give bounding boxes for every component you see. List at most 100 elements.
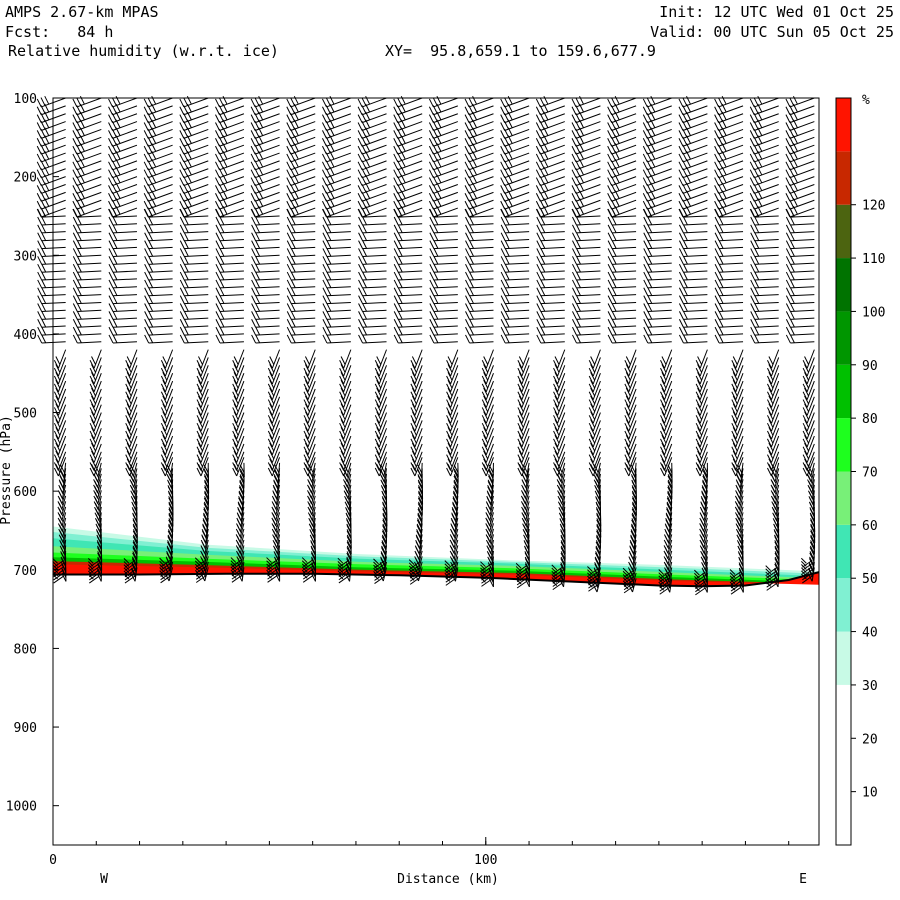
- wind-barb: [731, 388, 744, 408]
- wind-barb: [72, 303, 102, 313]
- wind-barb: [179, 271, 209, 281]
- wind-barb: [802, 357, 815, 377]
- wind-barb: [714, 216, 744, 226]
- wind-barb: [607, 318, 637, 328]
- wind-barb: [802, 443, 815, 463]
- wind-barb: [339, 435, 352, 455]
- wind-barb: [551, 567, 564, 578]
- wind-barb: [624, 420, 637, 440]
- wind-barb: [358, 255, 387, 265]
- colorbar-swatch: [836, 204, 851, 259]
- wind-barb: [714, 287, 744, 297]
- wind-barb: [410, 365, 423, 385]
- wind-barb: [731, 357, 744, 377]
- wind-barb: [123, 561, 136, 571]
- wind-barb: [125, 435, 138, 455]
- wind-barb: [750, 310, 779, 320]
- wind-barb: [266, 560, 278, 571]
- wind-barb: [500, 334, 530, 344]
- wind-barb: [215, 287, 244, 297]
- wind-barb: [144, 326, 173, 336]
- wind-barb: [393, 198, 423, 210]
- wind-barb: [322, 255, 351, 265]
- init-label: Init: 12 UTC Wed 01 Oct 25: [659, 3, 894, 21]
- wind-barb: [196, 451, 209, 471]
- wind-barb: [731, 412, 744, 432]
- wind-barb: [660, 457, 673, 477]
- wind-barb: [251, 287, 280, 297]
- x-tick-label: 100: [474, 853, 497, 868]
- wind-barb: [237, 495, 245, 510]
- wind-barb: [393, 318, 423, 328]
- wind-barb: [374, 412, 387, 432]
- wind-barb: [251, 216, 280, 226]
- wind-barb: [678, 334, 708, 344]
- wind-barb: [429, 310, 458, 320]
- wind-barb: [517, 457, 530, 477]
- wind-barb: [785, 310, 815, 320]
- wind-barb: [695, 349, 708, 369]
- wind-barb: [374, 349, 387, 369]
- x-axis-ticks: 0 100: [49, 837, 790, 868]
- wind-barb: [286, 216, 316, 226]
- wind-barb: [286, 208, 316, 218]
- wind-barb: [588, 404, 601, 424]
- wind-barb: [536, 255, 565, 265]
- wind-barb: [802, 412, 815, 432]
- wind-barb: [624, 365, 637, 385]
- wind-barb: [339, 412, 352, 432]
- wind-barb: [572, 240, 601, 250]
- wind-barb: [72, 318, 102, 328]
- wind-barb: [643, 279, 672, 289]
- wind-barb: [108, 240, 137, 250]
- wind-barb: [660, 443, 673, 463]
- y-tick-label: 1000: [6, 800, 37, 815]
- wind-barb: [108, 271, 137, 281]
- wind-barb: [266, 557, 278, 567]
- wind-barb: [232, 388, 245, 408]
- wind-barb: [643, 240, 672, 250]
- wind-barb: [87, 567, 100, 578]
- wind-barb: [179, 232, 209, 242]
- wind-barb: [785, 295, 815, 305]
- wind-barb: [429, 208, 458, 218]
- wind-barb: [358, 310, 387, 320]
- wind-barb: [410, 380, 423, 400]
- wind-barb: [232, 404, 245, 424]
- wind-barb: [339, 349, 352, 369]
- wind-barb: [72, 232, 102, 242]
- wind-barb: [160, 443, 174, 463]
- wind-barb: [36, 206, 66, 218]
- wind-barb: [160, 428, 174, 448]
- wind-barb: [322, 208, 351, 218]
- wind-barb: [695, 365, 708, 385]
- wind-barb: [196, 349, 209, 369]
- wind-barb: [553, 349, 566, 369]
- wind-barb: [481, 404, 494, 424]
- wind-barb: [251, 279, 280, 289]
- wind-barb: [160, 404, 174, 424]
- wind-barb: [144, 255, 173, 265]
- wind-barb: [72, 255, 102, 265]
- wind-barb: [660, 373, 673, 393]
- wind-barb: [465, 232, 494, 242]
- wind-barb: [553, 365, 566, 385]
- wind-barb: [286, 318, 316, 328]
- wind-barb: [194, 557, 207, 568]
- colorbar-label: 30: [862, 679, 878, 694]
- wind-barb: [196, 404, 209, 424]
- wind-barb: [267, 435, 281, 455]
- wind-barb: [215, 295, 244, 305]
- wind-barb: [393, 287, 423, 297]
- wind-barb: [215, 263, 244, 273]
- wind-barb: [588, 457, 601, 477]
- wind-barb: [72, 271, 102, 281]
- wind-barb: [643, 255, 672, 265]
- wind-barb: [766, 373, 780, 393]
- wind-barb: [517, 357, 530, 377]
- wind-barb: [536, 318, 565, 328]
- wind-barb: [500, 206, 530, 218]
- wind-barb: [678, 263, 708, 273]
- wind-barb: [553, 396, 566, 416]
- wind-barb: [301, 557, 314, 567]
